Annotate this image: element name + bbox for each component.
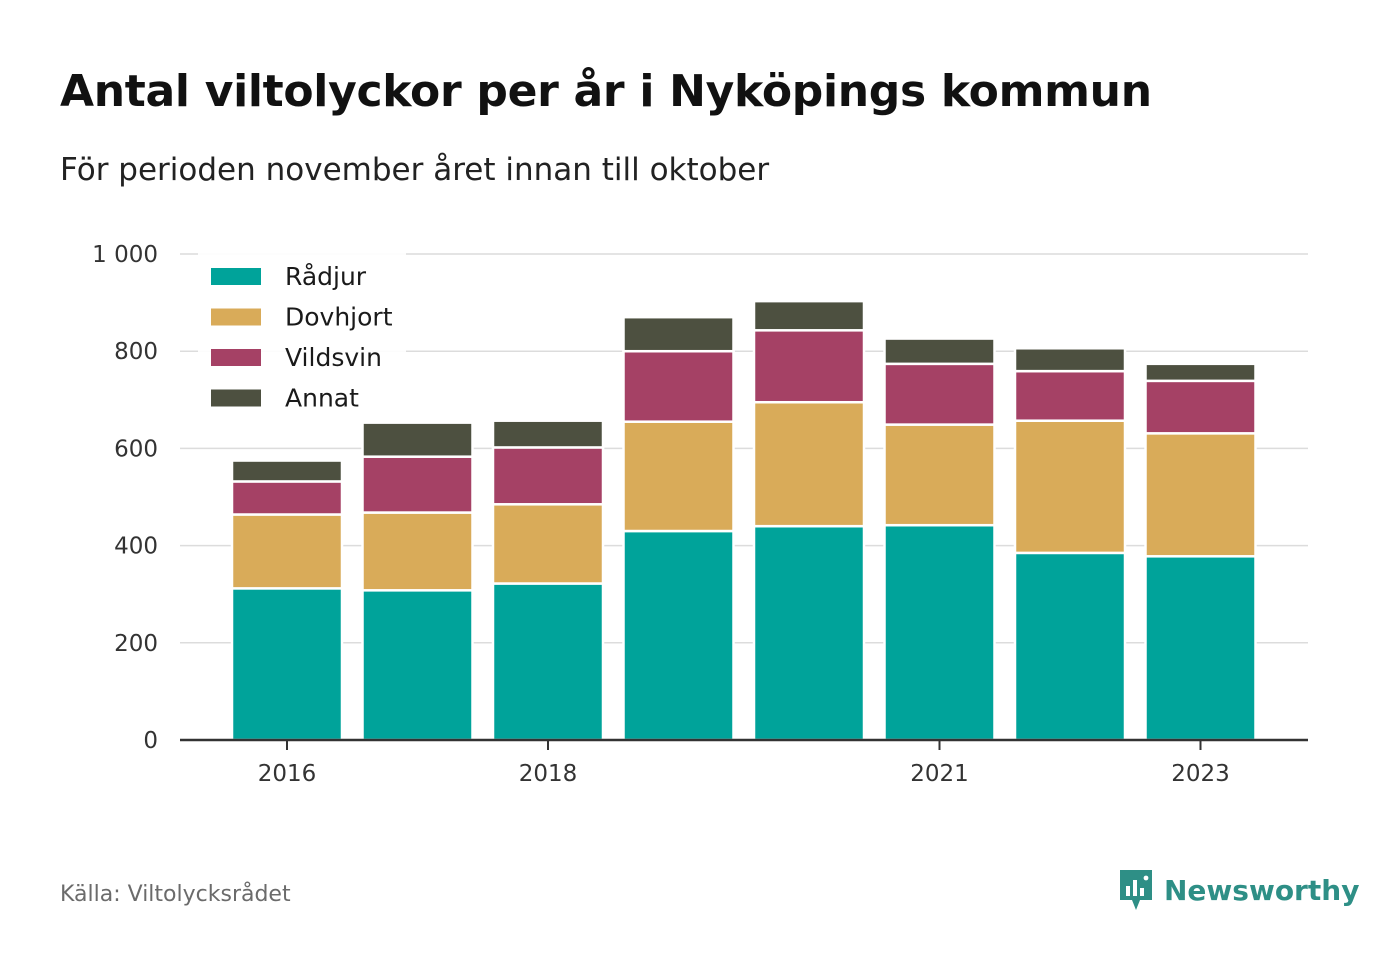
bar-rådjur-2019 (622, 529, 735, 742)
bar-annat-2020 (752, 299, 866, 332)
source-note: Källa: Viltolycksrådet (60, 882, 291, 907)
legend-label-annat: Annat (285, 384, 359, 413)
bar-vildsvin-2022 (1013, 369, 1127, 422)
bar-vildsvin-2019 (622, 349, 735, 423)
bar-dovhjort-2018 (491, 503, 605, 585)
bar-annat-2023 (1144, 362, 1257, 383)
bar-dovhjort-2019 (622, 420, 735, 533)
bar-annat-2017 (361, 421, 474, 458)
y-tick-label: 0 (143, 728, 158, 754)
bar-rådjur-2018 (491, 582, 605, 742)
bar-annat-2016 (230, 459, 344, 483)
legend-swatch-rådjur (211, 268, 261, 285)
bar-dovhjort-2023 (1144, 432, 1257, 558)
bar-annat-2019 (622, 315, 735, 353)
bar-vildsvin-2023 (1144, 379, 1257, 435)
y-tick-label: 200 (114, 631, 158, 657)
bar-dovhjort-2016 (230, 513, 344, 590)
brand: Newsworthy (1118, 868, 1359, 912)
x-tick-label: 2018 (519, 761, 578, 787)
bar-rådjur-2021 (883, 523, 996, 742)
y-tick-label: 600 (114, 436, 158, 462)
bar-rådjur-2020 (752, 524, 866, 742)
bar-annat-2018 (491, 419, 605, 449)
bar-annat-2021 (883, 337, 996, 366)
legend-swatch-vildsvin (211, 349, 261, 366)
bar-vildsvin-2017 (361, 455, 474, 514)
bar-rådjur-2016 (230, 587, 344, 742)
bar-rådjur-2023 (1144, 555, 1257, 742)
legend-label-dovhjort: Dovhjort (285, 303, 393, 332)
bar-dovhjort-2021 (883, 423, 996, 527)
bar-group (230, 299, 1257, 742)
bar-vildsvin-2016 (230, 480, 344, 516)
legend-label-vildsvin: Vildsvin (285, 343, 382, 372)
bar-dovhjort-2017 (361, 511, 474, 592)
y-tick-label: 400 (114, 534, 158, 560)
bar-vildsvin-2018 (491, 446, 605, 506)
bar-dovhjort-2020 (752, 400, 866, 528)
brand-name: Newsworthy (1164, 873, 1360, 907)
axes: 0 200 400 600 800 1 000 2016 2018 2021 2023 (92, 242, 1308, 787)
chart-subtitle: För perioden november året innan till ok… (60, 152, 770, 188)
bar-annat-2022 (1013, 347, 1127, 373)
bar-vildsvin-2021 (883, 362, 996, 426)
legend-swatch-annat (211, 389, 261, 407)
y-tick-label: 800 (114, 339, 158, 365)
x-tick-label: 2021 (910, 761, 969, 787)
x-tick-label: 2023 (1171, 761, 1230, 787)
y-tick-label: 1 000 (92, 242, 158, 268)
newsworthy-logo-icon (1120, 870, 1152, 910)
bar-dovhjort-2022 (1013, 419, 1127, 555)
chart-title: Antal viltolyckor per år i Nyköpings kom… (60, 66, 1152, 117)
bar-rådjur-2017 (361, 589, 474, 742)
bar-vildsvin-2020 (752, 329, 866, 404)
legend-label-rådjur: Rådjur (285, 262, 367, 291)
bar-rådjur-2022 (1013, 551, 1127, 742)
legend-swatch-dovhjort (211, 308, 261, 326)
legend: Rådjur Dovhjort Vildsvin Annat (198, 250, 406, 418)
x-tick-label: 2016 (258, 761, 317, 787)
